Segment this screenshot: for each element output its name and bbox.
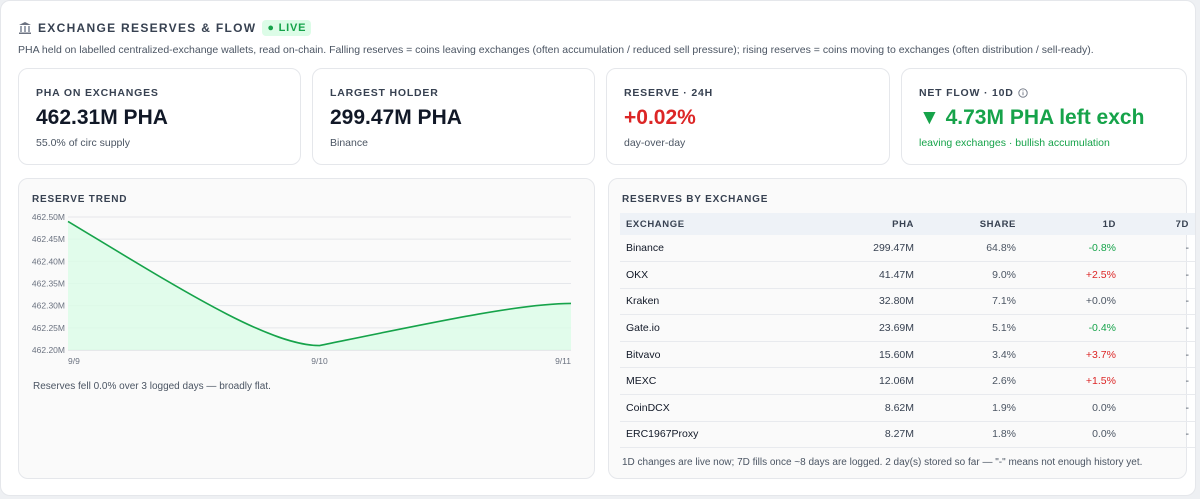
column-header-exchange[interactable]: EXCHANGE [626,218,685,230]
reserve-trend-title: RESERVE TREND [32,194,128,205]
table-row: Binance 299.47M 64.8% -0.8% - [620,235,1195,263]
share-cell: 64.8% [920,235,1022,263]
pha-amount-cell: 12.06M [780,367,920,396]
card-value: 462.31M PHA [36,106,168,129]
share-cell: 9.0% [920,261,1022,289]
table-row: OKX 41.47M 9.0% +2.5% - [620,261,1195,289]
y-tick-label: 462.45M [32,234,65,244]
change-1d-cell: +2.5% [1022,261,1122,289]
reserves-table-title: RESERVES BY EXCHANGE [622,194,769,205]
card-label-row: NET FLOW · 10D [919,87,1169,99]
pha-amount-cell: 299.47M [780,235,920,263]
panel-title: EXCHANGE RESERVES & FLOW [38,21,257,35]
change-1d-cell: +1.5% [1022,367,1122,396]
card-label: LARGEST HOLDER [330,87,439,99]
pha-amount-cell: 41.47M [780,261,920,289]
column-header-7d[interactable]: 7D [1175,218,1189,230]
share-cell: 7.1% [920,288,1022,316]
card-net-flow-10d: NET FLOW · 10D ▼ 4.73M PHA left exch lea… [901,68,1187,165]
card-label: NET FLOW · 10D [919,87,1014,99]
pha-amount-cell: 23.69M [780,314,920,342]
table-row: Kraken 32.80M 7.1% +0.0% - [620,288,1195,316]
column-header-share[interactable]: SHARE [979,218,1016,230]
card-subtext: leaving exchanges · bullish accumulation [919,137,1110,149]
exchange-name-cell: Kraken [620,288,780,316]
exchange-name-cell: Binance [620,235,780,263]
info-icon[interactable] [1017,88,1028,98]
table-row: MEXC 12.06M 2.6% +1.5% - [620,367,1195,396]
change-1d-cell: +0.0% [1022,288,1122,316]
exchange-name-cell: ERC1967Proxy [620,421,780,449]
exchange-name-cell: CoinDCX [620,394,780,422]
table-row: ERC1967Proxy 8.27M 1.8% 0.0% - [620,421,1195,449]
panel-header: EXCHANGE RESERVES & FLOW ● LIVE [18,20,312,36]
change-7d-cell: - [1122,235,1195,263]
change-7d-cell: - [1122,394,1195,422]
change-1d-cell: -0.4% [1022,314,1122,342]
reserve-trend-panel: RESERVE TREND 462.50M 462.45M 462.40M 462.3… [18,178,595,479]
y-tick-label: 462.35M [32,279,65,289]
x-tick-label: 9/11 [555,356,571,366]
y-tick-label: 462.25M [32,323,65,333]
table-row: CoinDCX 8.62M 1.9% 0.0% - [620,394,1195,422]
change-7d-cell: - [1122,341,1195,369]
reserve-trend-footnote: Reserves fell 0.0% over 3 logged days — … [33,381,271,392]
table-header-row: EXCHANGE PHA SHARE 1D 7D [620,213,1195,235]
pha-amount-cell: 32.80M [780,288,920,316]
change-7d-cell: - [1122,314,1195,342]
share-cell: 2.6% [920,367,1022,396]
reserve-trend-chart: 462.50M 462.45M 462.40M 462.35M 462.30M 462.2… [32,212,572,366]
card-subtext: Binance [330,137,368,149]
y-tick-label: 462.50M [32,212,65,222]
pha-amount-cell: 8.27M [780,421,920,449]
reserves-table-footnote: 1D changes are live now; 7D fills once ~… [622,457,1143,468]
change-7d-cell: - [1122,421,1195,449]
change-7d-cell: - [1122,288,1195,316]
card-reserve-24h: RESERVE · 24H +0.02% day-over-day [606,68,890,165]
exchange-name-cell: Gate.io [620,314,780,342]
y-tick-label: 462.30M [32,301,65,311]
card-pha-on-exchanges: PHA ON EXCHANGES 462.31M PHA 55.0% of ci… [18,68,301,165]
bank-icon [18,21,32,35]
change-1d-cell: 0.0% [1022,421,1122,449]
pha-amount-cell: 8.62M [780,394,920,422]
card-subtext: day-over-day [624,137,686,149]
card-value: ▼ 4.73M PHA left exch [919,106,1145,129]
change-1d-cell: 0.0% [1022,394,1122,422]
change-1d-cell: -0.8% [1022,235,1122,263]
change-7d-cell: - [1122,367,1195,396]
reserve-area-fill [68,221,571,350]
panel-description: PHA held on labelled centralized-exchang… [18,44,1094,56]
x-tick-label: 9/10 [311,356,328,366]
change-7d-cell: - [1122,261,1195,289]
change-1d-cell: +3.7% [1022,341,1122,369]
column-header-1d[interactable]: 1D [1102,218,1116,230]
share-cell: 3.4% [920,341,1022,369]
card-value: 299.47M PHA [330,106,462,129]
column-header-pha[interactable]: PHA [892,218,914,230]
reserves-by-exchange-panel: RESERVES BY EXCHANGE EXCHANGE PHA SHARE … [608,178,1195,479]
card-subtext: 55.0% of circ supply [36,137,130,149]
exchange-name-cell: OKX [620,261,780,289]
y-tick-label: 462.40M [32,256,65,266]
share-cell: 1.8% [920,421,1022,449]
live-badge: ● LIVE [262,20,312,36]
exchange-name-cell: Bitvavo [620,341,780,369]
y-tick-label: 462.20M [32,345,65,355]
card-largest-holder: LARGEST HOLDER 299.47M PHA Binance [312,68,595,165]
table-row: Gate.io 23.69M 5.1% -0.4% - [620,314,1195,342]
card-label: PHA ON EXCHANGES [36,87,159,99]
reserves-table: EXCHANGE PHA SHARE 1D 7D Binance 299.47M 6… [620,213,1195,449]
reserve-line [67,220,572,347]
card-label: RESERVE · 24H [624,87,713,99]
table-row: Bitvavo 15.60M 3.4% +3.7% - [620,341,1195,369]
x-tick-label: 9/9 [68,356,80,366]
share-cell: 5.1% [920,314,1022,342]
exchange-name-cell: MEXC [620,367,780,396]
share-cell: 1.9% [920,394,1022,422]
card-value: +0.02% [624,106,696,129]
pha-amount-cell: 15.60M [780,341,920,369]
